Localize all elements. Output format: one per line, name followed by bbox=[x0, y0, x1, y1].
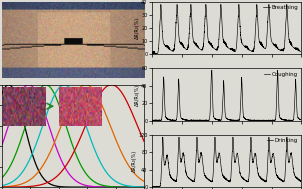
Legend: Drinking: Drinking bbox=[266, 138, 299, 144]
Legend: Coughing: Coughing bbox=[263, 71, 299, 77]
Y-axis label: ΔR/R₀(%): ΔR/R₀(%) bbox=[135, 17, 140, 39]
Y-axis label: ΔR/R₀(%): ΔR/R₀(%) bbox=[132, 150, 137, 172]
Legend: Breathing: Breathing bbox=[262, 5, 299, 11]
Y-axis label: ΔR/R₀(%): ΔR/R₀(%) bbox=[135, 83, 140, 106]
